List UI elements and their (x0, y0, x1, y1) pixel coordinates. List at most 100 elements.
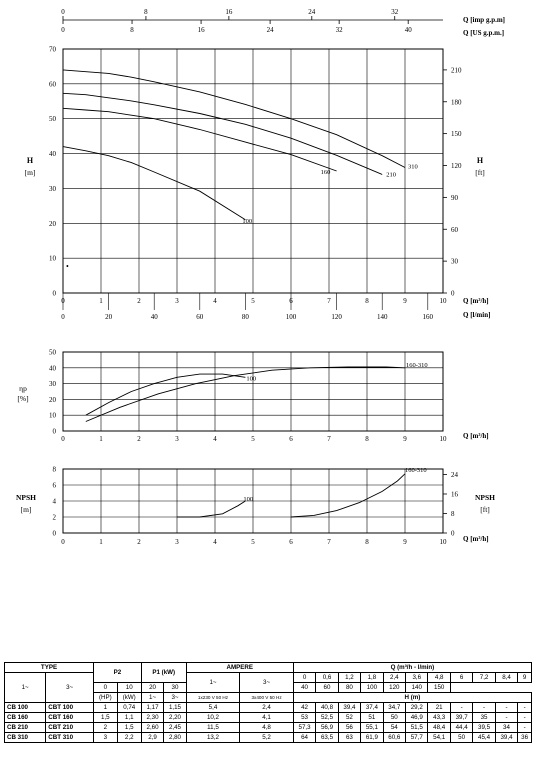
top-axis-imp-tick-label: 32 (391, 8, 399, 16)
head-value-cell: 39,7 (449, 712, 474, 723)
table-row: CB 310 CBT 310 3 2,2 2,9 2,80 13,2 5,2 64 63,5 63 6… (3, 732, 532, 743)
model-1ph-cell: CB 160 (3, 712, 47, 723)
npsh-y-axis-unit: [m] (21, 505, 32, 514)
head-value-cell: 40,8 (315, 702, 339, 713)
x2-tick-label: 160 (423, 313, 434, 321)
x2-tick-label: 0 (61, 313, 65, 321)
y-tick-label: 40 (49, 150, 57, 158)
top-axis-us-tick-label: 24 (267, 26, 275, 34)
npsh-y-right-tick-label: 16 (451, 490, 459, 498)
head-value-cell: 39,4 (494, 732, 519, 743)
amp-1ph-cell: 10,2 (185, 712, 241, 723)
top-axis-imp-tick-label: 16 (225, 8, 233, 16)
y-tick-label: 60 (49, 80, 57, 88)
model-1ph-cell: CB 310 (3, 732, 47, 743)
q-lmin-cell: 10 (116, 682, 142, 693)
q-m3h-cell: 4,8 (427, 672, 451, 683)
eff-curve-100 (85, 373, 246, 416)
eff-x-tick-label: 4 (213, 435, 217, 443)
p1-3ph-cell: 2,45 (163, 722, 187, 733)
p2-header: P2 (93, 662, 142, 683)
x-tick-label: 10 (440, 297, 448, 305)
top-axis-us-tick-label: 32 (336, 26, 344, 34)
head-value-cell: 42 (292, 702, 317, 713)
amp-3ph-header: 3~ (239, 672, 294, 693)
y-right-tick-label: 90 (451, 194, 459, 202)
table-row: CB 100 CBT 100 1 0,74 1,17 1,15 5,4 2,4 42 40,8 39… (3, 702, 532, 713)
head-value-cell: 44,4 (449, 722, 474, 733)
head-value-cell: 54,1 (427, 732, 451, 743)
npsh-y-tick-label: 8 (53, 466, 57, 474)
x-tick-label: 9 (403, 297, 407, 305)
head-curve-310 (62, 69, 406, 168)
p1-1ph-header: 1~ (140, 692, 165, 703)
head-value-cell: 39,4 (337, 702, 362, 713)
y-right-tick-label: 180 (451, 98, 462, 106)
npsh-x-tick-label: 6 (289, 538, 293, 546)
q-m3h-cell: 9 (517, 672, 532, 683)
model-3ph-cell: CBT 310 (45, 732, 95, 743)
npsh-x-tick-label: 1 (99, 538, 103, 546)
q-m3h-cell: 1,8 (360, 672, 384, 683)
q-m3h-cell: 0,6 (315, 672, 339, 683)
q-lmin-cell: 100 (360, 682, 384, 693)
head-value-cell: 63 (337, 732, 362, 743)
amp-3ph-cell: 4,8 (239, 722, 294, 733)
top-axis-us-tick-label: 16 (198, 26, 206, 34)
head-value-cell: 53 (292, 712, 317, 723)
eff-y-tick-label: 10 (49, 412, 57, 420)
type-header: TYPE (3, 662, 95, 673)
head-value-cell: - (494, 702, 519, 713)
y-right-tick-label: 120 (451, 162, 462, 170)
q-m3h-cell: 0 (292, 672, 317, 683)
eff-y-tick-label: 0 (53, 428, 57, 436)
head-value-cell: 45,4 (472, 732, 496, 743)
table-header-row: 1~ 3~ 1~ 3~ 0 0,6 1,2 1,8 2,4 3,6 4,8 6 7,2 8,4 9 (3, 672, 532, 703)
npsh-y-right-tick-label: 0 (451, 530, 455, 538)
q-m3h-cell: 1,2 (337, 672, 362, 683)
x-tick-label: 1 (99, 297, 103, 305)
series-label-160: 160 (321, 169, 331, 176)
npsh-y-tick-label: 4 (53, 498, 57, 506)
y-right-axis-unit: [ft] (475, 168, 485, 177)
head-value-cell: 54 (382, 722, 407, 733)
p1-3ph-header: 3~ (163, 692, 187, 703)
p2-hp-cell: 1,5 (93, 712, 118, 723)
y-axis-label: H (27, 156, 34, 165)
head-value-cell: 61,9 (360, 732, 384, 743)
x2-tick-label: 20 (105, 313, 113, 321)
p2-kw-cell: 2,2 (116, 732, 142, 743)
table-header-row: (HP) (kW) 1~ 3~ 1x230 V 50 Hz 3x400 V 50 Hz H … (5, 692, 533, 703)
top-axis-imp-tick-label: 0 (61, 8, 65, 16)
npsh-curve-160-310 (290, 473, 406, 518)
q-lmin-cell: 40 (292, 682, 317, 693)
x-tick-label: 4 (213, 297, 217, 305)
q-m3h-cell: 3,6 (405, 672, 429, 683)
head-value-cell: 51 (360, 712, 384, 723)
ampere-header: AMPERE (185, 662, 294, 673)
npsh-x-axis-label: Q [m³/h] (463, 535, 489, 543)
npsh-y-axis-label: NPSH (16, 493, 36, 502)
head-value-cell: 51,5 (405, 722, 429, 733)
h-header: H (m) (292, 692, 533, 703)
pump-performance-charts: 0 8 16 24 32Q [imp g.p.m]0 8 16 24 32 40 Q [US g.p… (16, 8, 505, 546)
head-value-cell: 60,6 (382, 732, 407, 743)
amp-3ph-sub-header: 3x400 V 50 Hz (239, 692, 294, 703)
npsh-x-tick-label: 2 (137, 538, 141, 546)
q-lmin-cell: 30 (163, 682, 187, 693)
p1-1ph-cell: 2,9 (140, 732, 165, 743)
npsh-x-tick-label: 8 (365, 538, 369, 546)
head-value-cell: 63,5 (315, 732, 339, 743)
eff-x-tick-label: 9 (403, 435, 407, 443)
top-axis-us-tick-label: 40 (405, 26, 413, 34)
head-value-cell: 43,3 (427, 712, 451, 723)
series-label-310: 310 (408, 164, 418, 171)
head-value-cell: 52,5 (315, 712, 339, 723)
npsh-curve-100 (177, 500, 246, 518)
y-right-tick-label: 30 (451, 258, 459, 266)
y-tick-label: 0 (53, 290, 57, 298)
x2-tick-label: 60 (196, 313, 204, 321)
eff-x-tick-label: 10 (440, 435, 448, 443)
y-right-tick-label: 60 (451, 226, 459, 234)
p1-1ph-cell: 2,60 (140, 722, 165, 733)
